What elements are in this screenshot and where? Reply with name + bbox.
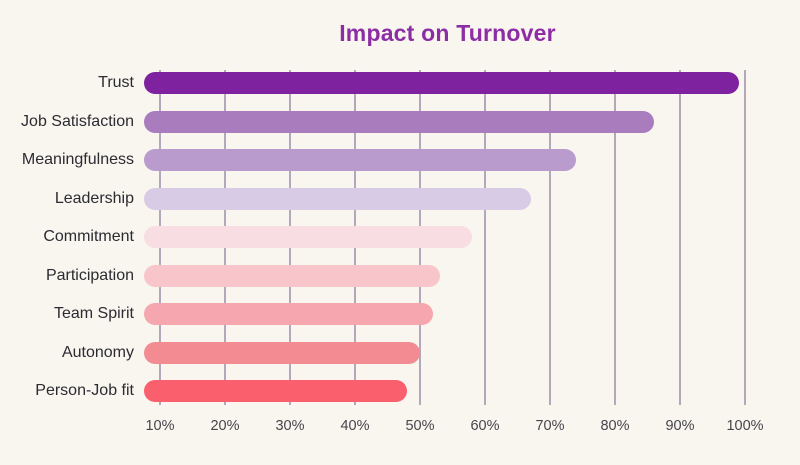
chart-title: Impact on Turnover xyxy=(339,20,556,46)
category-label-job-satisfaction: Job Satisfaction xyxy=(21,112,134,130)
category-label-person-job-fit: Person-Job fit xyxy=(35,382,134,399)
x-tick-label-30: 30% xyxy=(275,418,305,434)
bar-job-satisfaction xyxy=(144,110,654,133)
gridline-90 xyxy=(679,70,681,405)
category-label-leadership: Leadership xyxy=(54,189,134,207)
bar-commitment xyxy=(144,226,472,248)
bar-leadership xyxy=(144,187,531,210)
bar-participation xyxy=(144,264,440,287)
bar-person-job-fit xyxy=(144,380,407,402)
gridline-70 xyxy=(549,70,551,405)
x-tick-label-10: 10% xyxy=(145,418,175,434)
gridline-60 xyxy=(484,70,486,405)
bar-trust xyxy=(144,72,739,94)
category-label-autonomy: Autonomy xyxy=(61,343,134,361)
gridline-80 xyxy=(614,70,616,405)
category-label-trust: Trust xyxy=(98,74,134,91)
x-tick-label-40: 40% xyxy=(340,418,370,434)
x-tick-label-70: 70% xyxy=(535,418,565,434)
category-label-team-spirit: Team Spirit xyxy=(53,305,134,322)
bar-team-spirit xyxy=(144,303,433,325)
category-label-commitment: Commitment xyxy=(43,228,134,245)
gridline-100 xyxy=(744,70,746,405)
bar-meaningfulness xyxy=(144,149,576,171)
x-tick-label-80: 80% xyxy=(600,418,630,434)
x-tick-label-60: 60% xyxy=(470,418,500,434)
x-tick-label-100: 100% xyxy=(726,418,764,434)
category-label-meaningfulness: Meaningfulness xyxy=(21,151,134,168)
x-tick-label-50: 50% xyxy=(405,418,435,434)
bar-autonomy xyxy=(144,341,420,364)
x-tick-label-90: 90% xyxy=(665,418,695,434)
x-tick-label-20: 20% xyxy=(210,418,240,434)
category-label-participation: Participation xyxy=(45,266,134,284)
